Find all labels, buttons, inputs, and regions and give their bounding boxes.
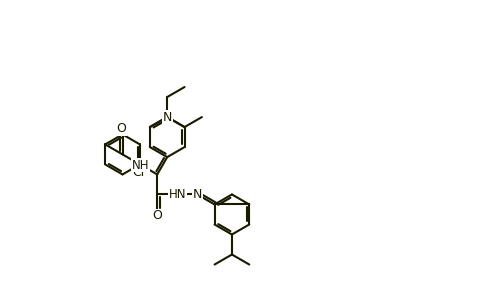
Text: NH: NH <box>132 159 149 172</box>
Text: O: O <box>116 123 126 135</box>
Text: N: N <box>193 188 202 201</box>
Text: N: N <box>163 110 172 124</box>
Text: Cl: Cl <box>132 166 145 179</box>
Text: HN: HN <box>169 188 186 201</box>
Text: O: O <box>152 209 162 222</box>
